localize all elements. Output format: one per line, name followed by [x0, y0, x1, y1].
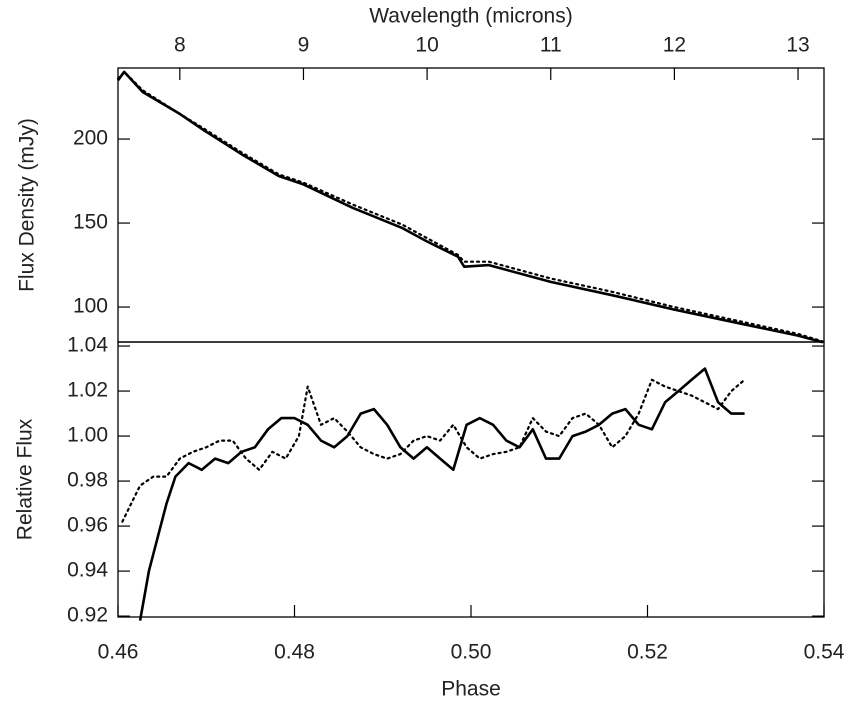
y-tick-label: 100	[73, 295, 108, 318]
data-line	[138, 367, 745, 621]
y-axis-label: Flux Density (mJy)	[16, 118, 39, 292]
x-axis-label: Wavelength (microns)	[369, 5, 572, 28]
y-tick-label: 0.92	[67, 604, 108, 627]
data-line	[121, 378, 746, 523]
x-tick-label: 8	[174, 34, 186, 57]
x-tick-label: 12	[663, 34, 686, 57]
x-tick-label: 0.52	[627, 641, 668, 664]
data-line	[116, 70, 824, 343]
x-tick-label: 0.46	[98, 641, 139, 664]
x-axis-label: Phase	[441, 678, 501, 701]
x-tick-label: 10	[415, 34, 438, 57]
y-axis-label: Relative Flux	[14, 418, 37, 540]
y-tick-label: 1.00	[67, 424, 108, 447]
y-tick-label: 0.96	[67, 514, 108, 537]
data-line	[116, 70, 824, 344]
y-tick-label: 1.02	[67, 379, 108, 402]
y-tick-label: 150	[73, 211, 108, 234]
x-tick-label: 9	[298, 34, 310, 57]
x-tick-label: 11	[540, 34, 562, 57]
x-tick-label: 0.54	[804, 641, 845, 664]
plot-frame	[117, 341, 825, 618]
y-tick-label: 0.94	[67, 559, 108, 582]
plot-frame	[117, 67, 825, 343]
y-tick-label: 200	[73, 127, 108, 150]
x-tick-label: 0.50	[451, 641, 492, 664]
x-tick-label: 0.48	[274, 641, 315, 664]
y-tick-label: 0.98	[67, 469, 108, 492]
x-tick-label: 13	[786, 34, 809, 57]
y-tick-label: 1.04	[67, 334, 108, 357]
